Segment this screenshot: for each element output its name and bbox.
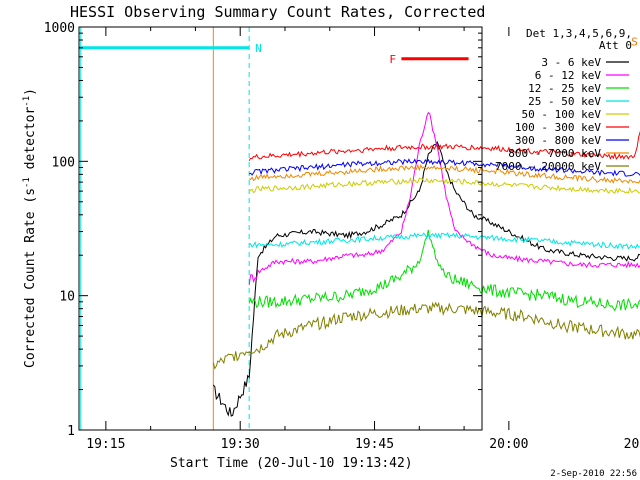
x-tick-label: 20:00 bbox=[489, 437, 528, 452]
state-bar-label-s: S bbox=[631, 35, 638, 48]
x-tick-label: 19:30 bbox=[221, 437, 260, 452]
legend-title-line1: Det 1,3,4,5,6,9, bbox=[526, 27, 632, 40]
y-axis-label-main: Corrected Count Rate (s bbox=[23, 188, 38, 368]
series-line-4 bbox=[248, 177, 640, 194]
legend-entry-label: 25 - 50 keV bbox=[528, 95, 601, 108]
series-line-0 bbox=[212, 140, 640, 417]
y-tick-label: 1000 bbox=[44, 21, 75, 36]
legend-title-line2: Att 0 bbox=[599, 39, 632, 52]
series-line-2 bbox=[248, 229, 640, 312]
legend-entry-label: 50 - 100 keV bbox=[522, 108, 602, 121]
legend-entry-label: 3 - 6 keV bbox=[541, 56, 601, 69]
plot-area: N S F bbox=[79, 27, 640, 430]
legend-entry-label: 7000 - 20000 keV bbox=[495, 160, 601, 173]
legend-entry-label: 12 - 25 keV bbox=[528, 82, 601, 95]
state-bar-label-n: N bbox=[255, 42, 262, 55]
legend-entry-label: 6 - 12 keV bbox=[535, 69, 602, 82]
y-axis-label-sup2: -1 bbox=[22, 96, 32, 107]
y-tick-label: 1 bbox=[67, 424, 75, 439]
generation-timestamp: 2-Sep-2010 22:56 bbox=[550, 469, 637, 479]
y-tick-label: 10 bbox=[59, 290, 75, 305]
series-line-6 bbox=[248, 158, 640, 177]
legend-entry-label: 300 - 800 keV bbox=[515, 134, 601, 147]
x-tick-label: 19:45 bbox=[355, 437, 394, 452]
legend-entry-label: 800 - 7000 keV bbox=[508, 147, 601, 160]
axes: 110100100019:1519:3019:4520:0020:1520:30… bbox=[44, 21, 640, 452]
chart-title: HESSI Observing Summary Count Rates, Cor… bbox=[70, 3, 485, 21]
state-bar-label-f: F bbox=[389, 53, 396, 66]
legend-entry-label: 100 - 300 keV bbox=[515, 121, 601, 134]
series-line-1 bbox=[248, 111, 640, 285]
y-axis-label-end: ) bbox=[23, 88, 38, 96]
series-line-3 bbox=[249, 232, 640, 250]
plot-frame bbox=[78, 26, 483, 431]
x-axis-label: Start Time (20-Jul-10 19:13:42) bbox=[170, 456, 413, 471]
x-tick-label: 20:15 bbox=[624, 437, 640, 452]
y-axis-label: Corrected Count Rate (s-1 detector-1) bbox=[22, 88, 38, 368]
series-line-8 bbox=[212, 301, 640, 370]
y-axis-label-sup1: -1 bbox=[22, 177, 32, 188]
x-tick-label: 19:15 bbox=[86, 437, 125, 452]
series-line-5 bbox=[248, 130, 640, 162]
y-axis-label-mid: detector bbox=[23, 107, 38, 178]
series-line-7 bbox=[248, 163, 640, 185]
y-tick-label: 100 bbox=[52, 155, 75, 170]
